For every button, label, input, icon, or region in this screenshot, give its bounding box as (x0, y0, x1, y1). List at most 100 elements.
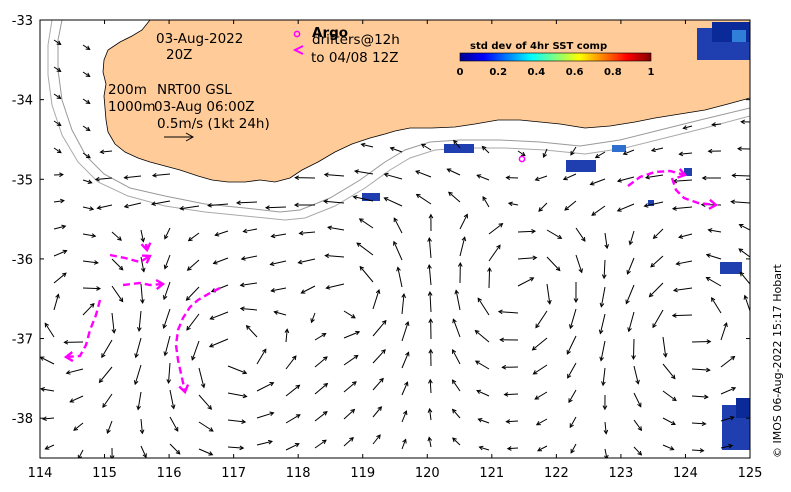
current-vector (474, 329, 490, 343)
current-vector (140, 256, 146, 273)
current-vector (169, 416, 179, 432)
current-vector (240, 255, 258, 261)
current-vector (662, 444, 675, 451)
y-tick-label: -37 (12, 333, 33, 348)
current-vector (393, 217, 403, 234)
drifter-track (140, 242, 152, 253)
current-vector (133, 364, 142, 386)
current-vector (111, 312, 117, 334)
current-vector (198, 394, 213, 410)
current-vector (481, 145, 490, 154)
current-vector (186, 313, 200, 331)
drifter-tracks (63, 155, 719, 395)
current-vector (297, 258, 316, 265)
y-tick-label: -38 (12, 412, 33, 427)
current-vector (452, 318, 461, 338)
y-tick-label: -36 (12, 253, 33, 268)
current-vector (285, 355, 297, 370)
current-vector (82, 260, 99, 265)
current-vector (300, 285, 316, 294)
drifter-track (122, 278, 166, 290)
current-vector (314, 439, 327, 449)
current-vector (139, 418, 145, 435)
colorbar (459, 52, 652, 62)
current-vector (427, 407, 433, 421)
current-vector (151, 172, 171, 178)
current-vector (53, 272, 67, 284)
current-vector (40, 387, 55, 392)
x-tick-label: 120 (415, 466, 440, 481)
current-vector (626, 257, 635, 275)
current-vector (245, 325, 258, 338)
current-vector (602, 394, 608, 411)
current-vector (427, 436, 433, 448)
current-vector (428, 378, 433, 394)
current-vector (372, 319, 387, 337)
current-vector (720, 355, 736, 368)
current-vector (63, 339, 84, 345)
current-vector (150, 200, 171, 206)
colorbar-title: std dev of 4hr SST comp (470, 41, 607, 52)
current-vector (633, 365, 640, 385)
current-vector (389, 146, 403, 153)
current-vector (53, 66, 62, 73)
current-vector (671, 206, 693, 211)
current-vector (294, 175, 316, 181)
current-vector (214, 230, 229, 237)
contour-200m (57, 20, 750, 213)
current-vector (682, 125, 693, 130)
current-vector (256, 411, 275, 419)
current-vector (82, 71, 91, 78)
current-vector (564, 200, 577, 211)
current-vector (749, 391, 750, 392)
colorbar-tick-label: 0.8 (604, 67, 622, 78)
x-tick-label: 119 (350, 466, 375, 481)
current-vector (517, 150, 526, 157)
current-vector (534, 391, 548, 400)
current-vector (459, 213, 468, 230)
current-vector (652, 228, 664, 240)
current-vector (604, 448, 609, 458)
drifter-track (627, 168, 688, 187)
current-vector (731, 173, 750, 178)
current-vector (562, 173, 577, 181)
current-vector (705, 253, 722, 260)
current-vector (531, 337, 548, 351)
current-vector (191, 340, 200, 361)
current-vector (477, 418, 490, 424)
current-vector (359, 265, 374, 283)
current-vector (82, 179, 93, 185)
current-vector (457, 261, 463, 284)
current-vector (314, 356, 328, 368)
current-vector (163, 335, 171, 357)
current-vector (616, 176, 635, 183)
current-vector (82, 98, 91, 105)
current-vector (678, 233, 693, 239)
drifter-track (109, 253, 152, 264)
current-vector (705, 277, 722, 287)
current-vector (427, 290, 433, 313)
current-vector (44, 444, 55, 450)
current-vector (360, 142, 374, 148)
argo-float-marker (518, 155, 526, 163)
current-vector (650, 255, 664, 268)
current-vector (212, 257, 229, 265)
current-vector (451, 379, 461, 392)
current-vector (487, 266, 492, 289)
current-vector (506, 446, 519, 451)
current-vector (134, 337, 142, 359)
current-vector (546, 283, 552, 305)
y-tick-label: -34 (12, 94, 33, 109)
current-vector (53, 39, 62, 46)
current-vector (738, 248, 750, 258)
current-vector (82, 206, 95, 211)
current-vector (505, 175, 519, 181)
current-vector (476, 389, 490, 397)
current-vector (720, 322, 728, 341)
current-vector (109, 447, 115, 458)
current-vector (41, 416, 55, 422)
product-label: NRT00 GSL (157, 82, 232, 98)
current-vector (401, 351, 410, 369)
current-vector (599, 340, 606, 362)
current-vector (591, 205, 606, 216)
